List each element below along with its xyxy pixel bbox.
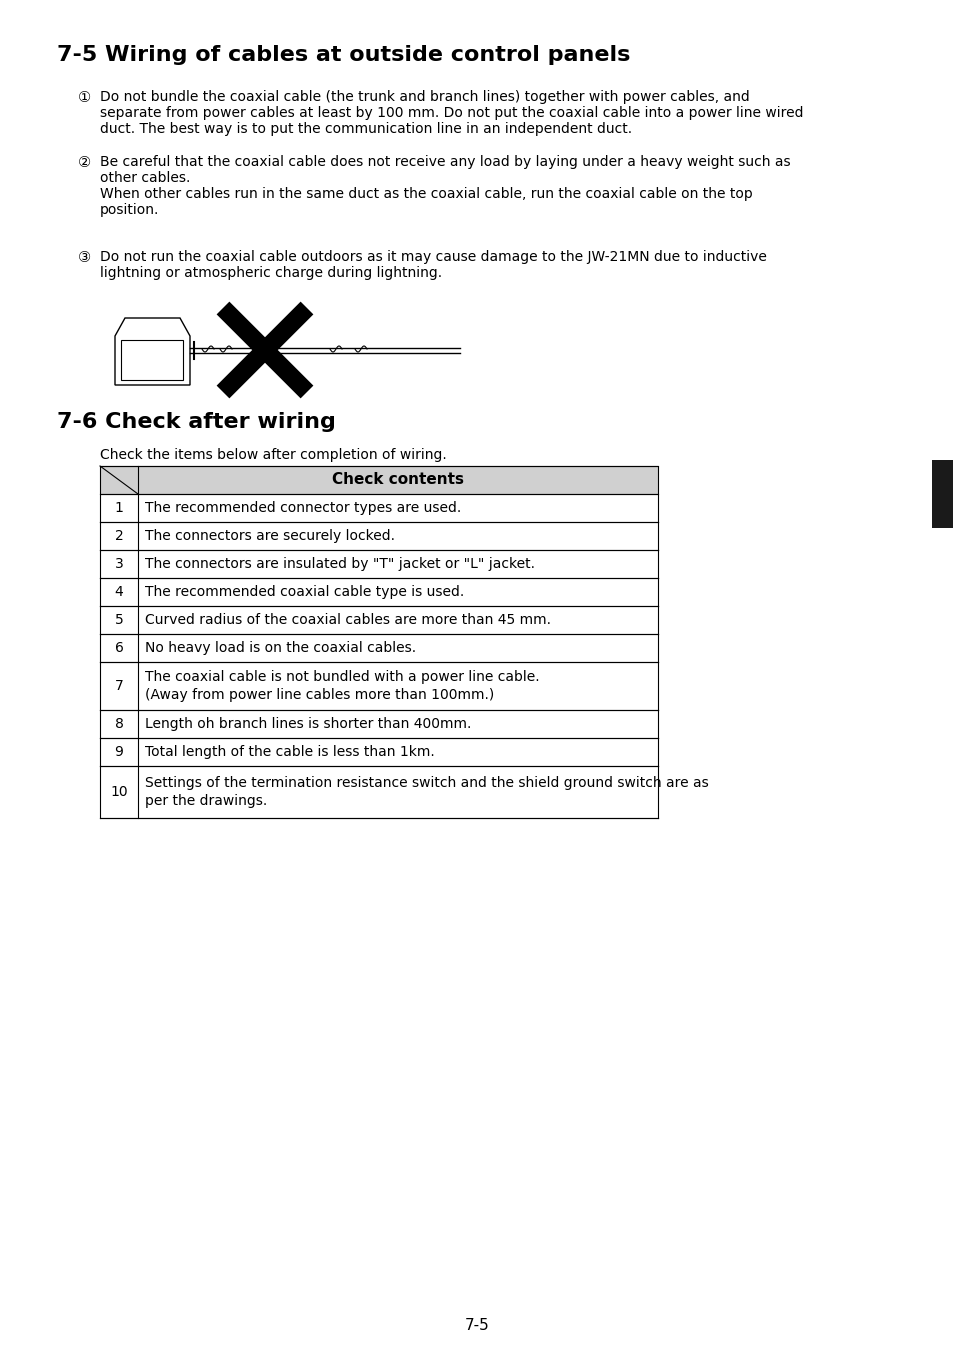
Text: When other cables run in the same duct as the coaxial cable, run the coaxial cab: When other cables run in the same duct a…: [100, 186, 752, 201]
Text: The coaxial cable is not bundled with a power line cable.
(Away from power line : The coaxial cable is not bundled with a …: [145, 670, 539, 703]
Text: Check the items below after completion of wiring.: Check the items below after completion o…: [100, 449, 446, 462]
Text: The connectors are insulated by "T" jacket or "L" jacket.: The connectors are insulated by "T" jack…: [145, 557, 535, 571]
Text: Do not bundle the coaxial cable (the trunk and branch lines) together with power: Do not bundle the coaxial cable (the tru…: [100, 91, 749, 104]
Text: 7-5: 7-5: [464, 1317, 489, 1332]
Text: 7-6 Check after wiring: 7-6 Check after wiring: [57, 412, 335, 432]
Text: The connectors are securely locked.: The connectors are securely locked.: [145, 530, 395, 543]
Text: other cables.: other cables.: [100, 172, 191, 185]
Text: 2: 2: [114, 530, 123, 543]
Bar: [100, 466, 658, 494]
Text: The recommended connector types are used.: The recommended connector types are used…: [145, 501, 460, 515]
Text: Length oh branch lines is shorter than 400mm.: Length oh branch lines is shorter than 4…: [145, 717, 471, 731]
Text: Be careful that the coaxial cable does not receive any load by laying under a he: Be careful that the coaxial cable does n…: [100, 155, 790, 169]
Bar: [100, 662, 658, 711]
Text: 1: 1: [114, 501, 123, 515]
Text: separate from power cables at least by 100 mm. Do not put the coaxial cable into: separate from power cables at least by 1…: [100, 105, 802, 120]
Text: 7-5 Wiring of cables at outside control panels: 7-5 Wiring of cables at outside control …: [57, 45, 630, 65]
Bar: [100, 607, 658, 634]
Text: Do not run the coaxial cable outdoors as it may cause damage to the JW-21MN due : Do not run the coaxial cable outdoors as…: [100, 250, 766, 263]
Bar: [100, 634, 658, 662]
Text: 8: 8: [114, 717, 123, 731]
Text: No heavy load is on the coaxial cables.: No heavy load is on the coaxial cables.: [145, 640, 416, 655]
Text: lightning or atmospheric charge during lightning.: lightning or atmospheric charge during l…: [100, 266, 441, 280]
Bar: [100, 494, 658, 521]
Text: 3: 3: [114, 557, 123, 571]
Text: ②: ②: [78, 155, 91, 170]
Bar: [100, 711, 658, 738]
Text: 5: 5: [114, 613, 123, 627]
Text: 9: 9: [114, 744, 123, 759]
Bar: [100, 521, 658, 550]
Bar: [100, 550, 658, 578]
Text: Check contents: Check contents: [332, 473, 463, 488]
Text: 7: 7: [114, 680, 123, 693]
Text: Total length of the cable is less than 1km.: Total length of the cable is less than 1…: [145, 744, 435, 759]
Text: duct. The best way is to put the communication line in an independent duct.: duct. The best way is to put the communi…: [100, 122, 632, 136]
Text: ③: ③: [78, 250, 91, 265]
Bar: [100, 766, 658, 817]
Text: 10: 10: [111, 785, 128, 798]
Bar: [931, 459, 953, 528]
Text: 6: 6: [114, 640, 123, 655]
Text: position.: position.: [100, 203, 159, 218]
Text: Curved radius of the coaxial cables are more than 45 mm.: Curved radius of the coaxial cables are …: [145, 613, 551, 627]
Text: 4: 4: [114, 585, 123, 598]
Text: Settings of the termination resistance switch and the shield ground switch are a: Settings of the termination resistance s…: [145, 775, 708, 808]
Bar: [100, 578, 658, 607]
Bar: [100, 738, 658, 766]
Text: The recommended coaxial cable type is used.: The recommended coaxial cable type is us…: [145, 585, 464, 598]
Text: ①: ①: [78, 91, 91, 105]
